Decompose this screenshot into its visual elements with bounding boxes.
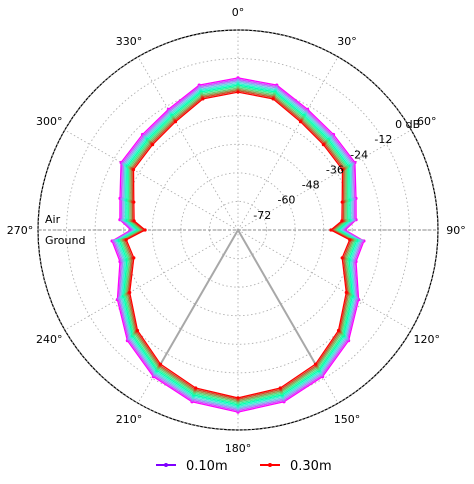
radial-tick-label-4: -48	[302, 179, 320, 192]
series-10-point-15	[194, 386, 198, 390]
legend-label-1: 0.30m	[290, 459, 332, 474]
angular-gridline-11	[137, 56, 239, 231]
angular-gridline-4	[237, 229, 412, 331]
series-10-point-7	[329, 228, 333, 232]
legend: 0.10m 0.30m	[156, 459, 332, 474]
angle-tick-label-10: 300°	[36, 115, 63, 128]
series-10-point-18	[128, 290, 132, 295]
reference-line-0	[237, 229, 320, 371]
radial-tick-label-3: -36	[326, 163, 344, 176]
reference-lines	[156, 229, 320, 371]
legend-marker-1	[268, 463, 272, 467]
series-10-point-13	[278, 386, 282, 390]
series-10-point-20	[124, 238, 128, 242]
series-10-point-26	[173, 120, 178, 124]
angle-tick-label-7: 210°	[116, 413, 143, 426]
series-10-point-9	[340, 256, 344, 260]
ground-label: Ground	[45, 234, 85, 247]
series-10-point-14	[236, 396, 240, 400]
series-10-point-0	[236, 90, 240, 94]
radial-gridline-3	[123, 115, 353, 345]
radial-tick-label-6: -72	[253, 209, 271, 222]
angle-tick-label-9: 270°	[7, 224, 34, 237]
radial-tick-label-1: -12	[374, 133, 392, 146]
angle-tick-label-1: 30°	[337, 35, 357, 48]
series-10-point-23	[132, 200, 136, 204]
reference-line-1	[156, 229, 239, 371]
series-10-point-16	[158, 362, 163, 366]
air-label: Air	[45, 213, 61, 226]
angle-tick-label-2: 60°	[417, 115, 437, 128]
series-10-point-10	[344, 290, 348, 295]
series-10-point-2	[298, 120, 303, 124]
series-10-point-25	[151, 143, 155, 147]
series-10-point-1	[271, 97, 275, 101]
series-10-point-3	[321, 143, 325, 147]
angular-gridline-8	[64, 229, 239, 331]
series-10-point-11	[336, 328, 341, 333]
angle-tick-label-4: 120°	[414, 333, 441, 346]
series-10-point-27	[201, 97, 205, 101]
series-10-point-4	[340, 168, 345, 172]
angular-gridline-2	[237, 129, 412, 231]
legend-label-0: 0.10m	[186, 459, 228, 474]
radial-tick-label-2: -24	[350, 148, 368, 161]
series-10-point-22	[132, 219, 136, 223]
series-10-point-12	[313, 362, 318, 366]
series-10-point-17	[135, 328, 140, 333]
series-10-point-5	[340, 200, 344, 204]
angle-tick-label-0: 0°	[232, 6, 245, 19]
series-10-point-19	[132, 256, 136, 260]
series-layer	[110, 76, 366, 414]
angle-tick-label-3: 90°	[446, 224, 466, 237]
angle-tick-label-5: 150°	[334, 413, 361, 426]
series-10-point-21	[143, 228, 147, 232]
series-10-point-6	[340, 219, 344, 223]
angle-tick-label-6: 180°	[225, 442, 252, 455]
angular-gridline-10	[64, 129, 239, 231]
angular-gridline-1	[237, 56, 339, 231]
radial-tick-label-5: -60	[277, 194, 295, 207]
series-10-point-8	[348, 238, 352, 242]
series-10-point-24	[131, 168, 136, 172]
legend-marker-0	[164, 463, 168, 467]
label-layer: 0° 30° 60° 90° 120° 150° 180° 210° 240° 270° 300° 3…	[7, 6, 466, 455]
series-line-8	[122, 88, 354, 402]
radial-tick-label-0: 0 dB	[395, 118, 420, 131]
angle-tick-label-8: 240°	[36, 333, 63, 346]
angle-tick-label-11: 330°	[116, 35, 143, 48]
